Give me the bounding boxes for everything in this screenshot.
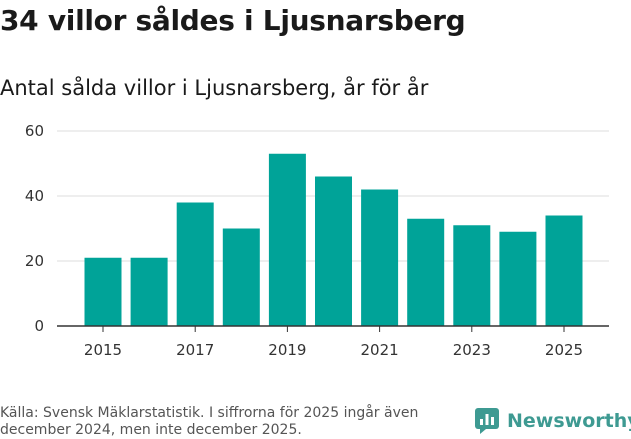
bar-2020[interactable] [315, 176, 352, 327]
source-note: Källa: Svensk Mäklarstatistik. I siffror… [0, 405, 419, 438]
x-tick-label-2021: 2021 [361, 341, 399, 359]
bar-series [84, 153, 583, 327]
bar-2021[interactable] [361, 189, 399, 327]
bar-2019[interactable] [268, 153, 306, 326]
bar-chart: 2015 2017 2019 2021 2023 2025 0 20 40 60 [25, 122, 609, 359]
bar-2015[interactable] [84, 257, 122, 326]
x-tick-label-2023: 2023 [453, 341, 491, 359]
x-tick-label-2019: 2019 [268, 341, 306, 359]
bar-2017[interactable] [176, 202, 214, 327]
x-tick-label-2025: 2025 [545, 341, 583, 359]
x-tick-label-2017: 2017 [176, 341, 214, 359]
y-tick-label-20: 20 [25, 252, 44, 270]
newsworthy-logo[interactable]: Newsworthy [475, 408, 631, 434]
bar-2018[interactable] [222, 228, 260, 327]
chart-title: Antal sålda villor i Ljusnarsberg, år fö… [0, 76, 429, 100]
bar-2022[interactable] [407, 218, 445, 326]
headline: 34 villor såldes i Ljusnarsberg [0, 4, 466, 37]
x-tick-label-2015: 2015 [84, 341, 122, 359]
bar-2016[interactable] [130, 257, 168, 326]
x-axis: 2015 2017 2019 2021 2023 2025 [57, 325, 609, 359]
bar-2023[interactable] [453, 225, 491, 326]
y-tick-label-60: 60 [25, 122, 44, 140]
brand-name: Newsworthy [507, 410, 631, 432]
y-tick-label-0: 0 [34, 317, 44, 335]
bar-2024[interactable] [499, 231, 537, 326]
bar-2025[interactable] [545, 215, 583, 327]
y-axis-labels: 0 20 40 60 [25, 122, 44, 335]
y-tick-label-40: 40 [25, 187, 44, 205]
newsworthy-icon [475, 408, 499, 434]
